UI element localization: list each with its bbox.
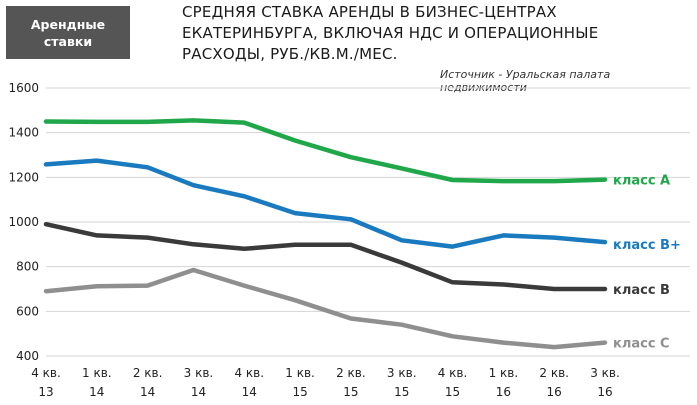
x-tick-label-11-quarter: 3 кв. [590,366,620,380]
x-tick-label-8-year: 15 [445,385,460,399]
series-label-3: класс В [613,283,670,298]
x-tick-label-2-year: 14 [140,385,155,399]
y-tick-label-1000: 1000 [8,215,39,229]
y-tick-label-1400: 1400 [8,126,39,140]
x-tick-label-3-year: 14 [191,385,206,399]
series-line-2 [43,158,608,249]
x-tick-label-4-quarter: 4 кв. [234,366,264,380]
x-tick-label-10-year: 16 [547,385,562,399]
x-tick-label-8-quarter: 4 кв. [438,366,468,380]
y-tick-label-1600: 1600 [8,81,39,95]
chart-title-line-1: СРЕДНЯЯ СТАВКА АРЕНДЫ В БИЗНЕС-ЦЕНТРАХ [182,3,557,21]
badge-line-2: ставки [43,33,93,49]
chart-title-line-2: ЕКАТЕРИНБУРГА, ВКЛЮЧАЯ НДС И ОПЕРАЦИОННЫ… [182,24,599,42]
chart-title: СРЕДНЯЯ СТАВКА АРЕНДЫ В БИЗНЕС-ЦЕНТРАХ Е… [182,2,682,65]
x-tick-label-6-quarter: 2 кв. [336,366,366,380]
x-tick-label-2-quarter: 2 кв. [133,366,163,380]
x-tick-label-1-quarter: 1 кв. [82,366,112,380]
x-tick-label-11-year: 16 [597,385,612,399]
series-label-2: класс В+ [613,238,681,253]
x-tick-label-10-quarter: 2 кв. [539,366,569,380]
series-label-1: класс А [613,174,670,189]
series-line-4 [43,267,608,350]
y-tick-label-600: 600 [16,304,39,318]
chart-title-line-3: РАСХОДЫ, РУБ./КВ.М./МЕС. [182,45,398,63]
series-line-1 [43,118,608,184]
x-tick-label-6-year: 15 [343,385,358,399]
y-tick-label-800: 800 [16,260,39,274]
x-tick-label-0-quarter: 4 кв. [31,366,61,380]
x-tick-label-9-year: 16 [496,385,511,399]
x-tick-label-1-year: 14 [89,385,104,399]
x-tick-label-4-year: 14 [242,385,257,399]
x-tick-label-7-quarter: 3 кв. [387,366,417,380]
series-line-3 [43,221,608,292]
section-badge: Арендные ставки [6,6,130,59]
badge-line-1: Арендные [30,16,106,32]
series-label-4: класс С [613,337,670,352]
x-tick-label-9-quarter: 1 кв. [489,366,519,380]
x-tick-label-3-quarter: 3 кв. [184,366,214,380]
y-tick-label-400: 400 [16,349,39,363]
y-tick-label-1200: 1200 [8,170,39,184]
x-tick-label-0-year: 13 [38,385,53,399]
x-tick-label-7-year: 15 [394,385,409,399]
x-tick-label-5-quarter: 1 кв. [285,366,315,380]
x-tick-label-5-year: 15 [292,385,307,399]
